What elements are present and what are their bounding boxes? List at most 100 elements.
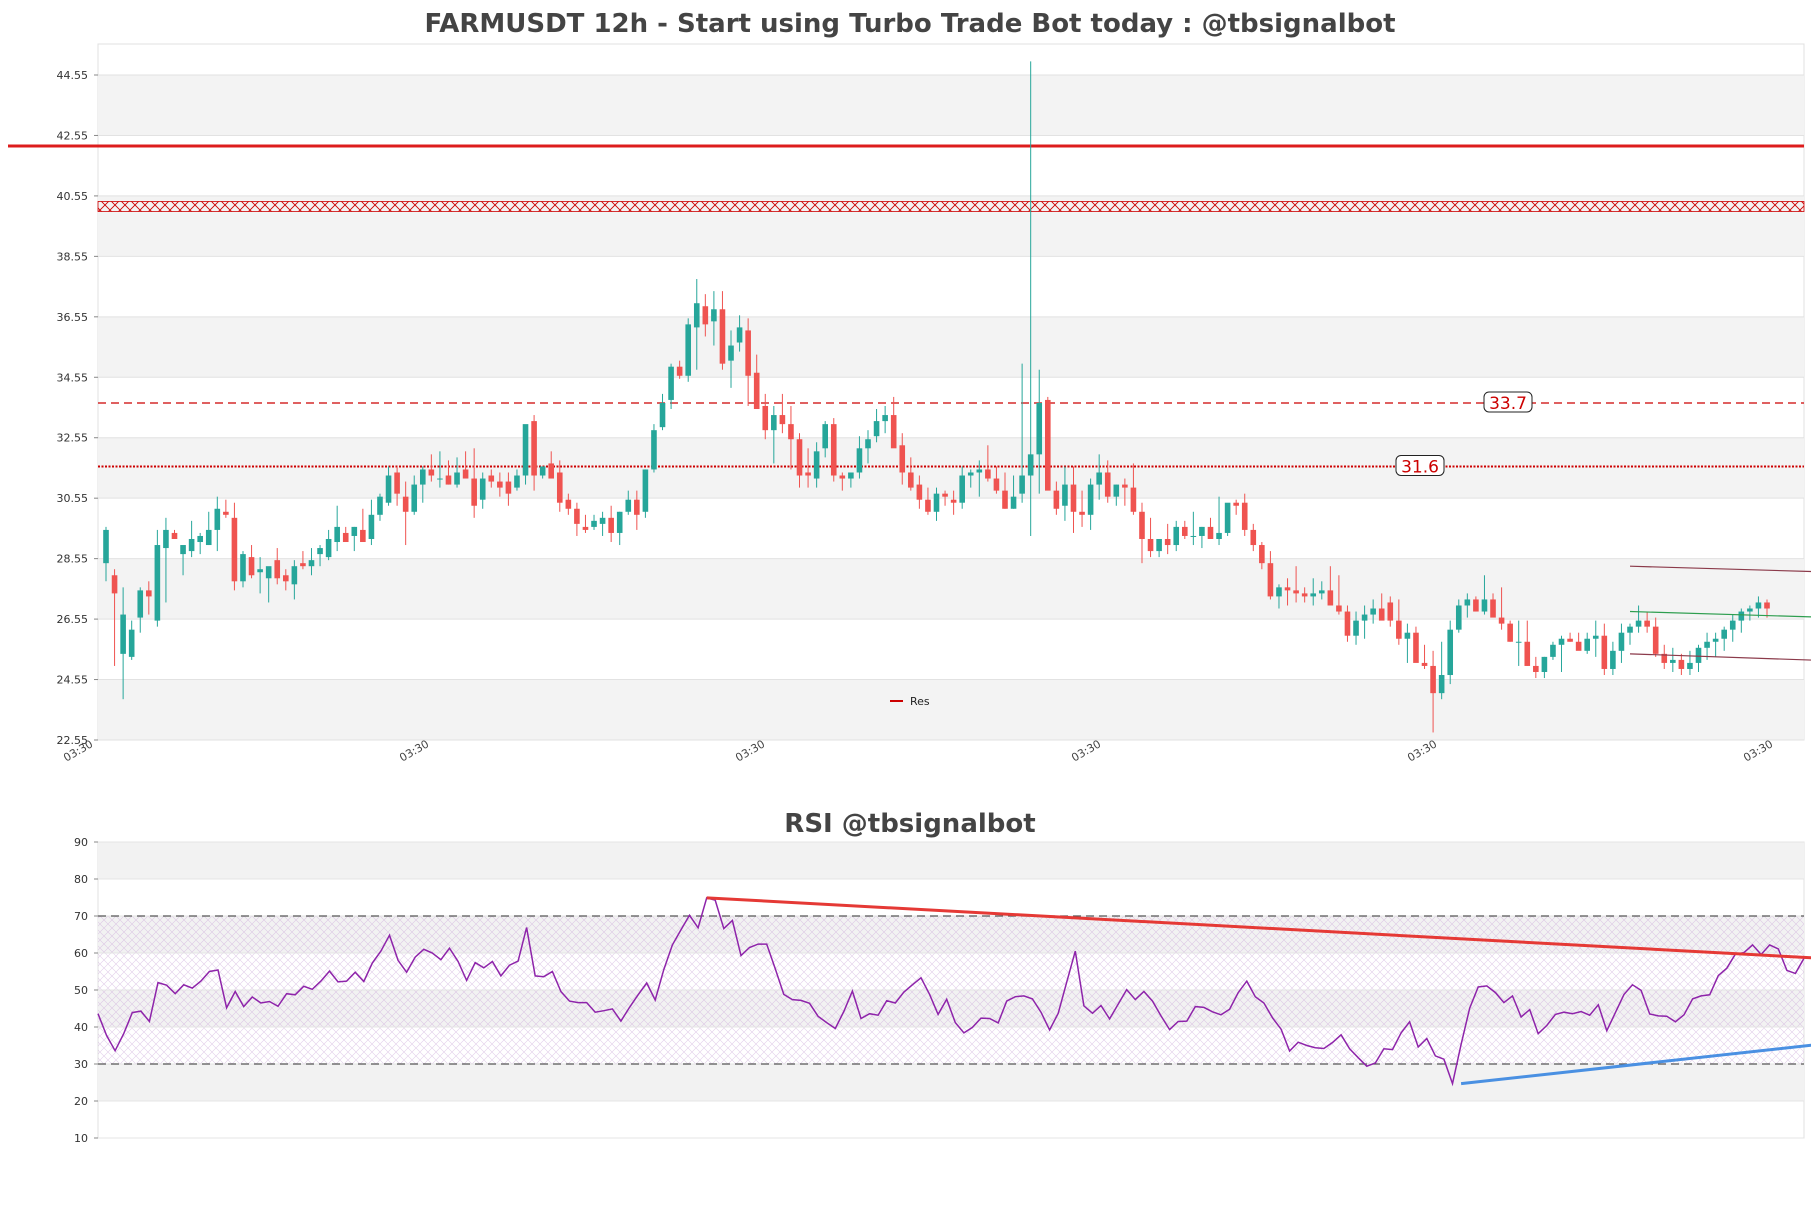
candle-down	[462, 469, 469, 479]
candle-up	[1036, 402, 1043, 455]
price-band	[98, 316, 1804, 378]
candle-down	[1147, 538, 1154, 552]
rsi-chart-title: RSI @tbsignalbot	[784, 809, 1035, 839]
main-chart-title: FARMUSDT 12h - Start using Turbo Trade B…	[424, 9, 1395, 39]
candle-up	[1695, 647, 1702, 663]
candle-up	[1276, 587, 1282, 597]
candle-up	[813, 451, 820, 479]
rsi-y-tick-label: 10	[74, 1132, 88, 1145]
rsi-y-tick-label: 90	[74, 836, 88, 849]
price-y-tick-label: 34.55	[57, 371, 89, 384]
candle-down	[1250, 529, 1257, 546]
candle-down	[762, 405, 769, 431]
candle-up	[1481, 599, 1488, 612]
candle-up	[1404, 632, 1411, 639]
rsi-trendline-resistance	[706, 896, 1811, 960]
candle-up	[1550, 644, 1556, 657]
candle-up	[197, 535, 203, 543]
candle-up	[959, 475, 965, 503]
candle-up	[668, 366, 674, 400]
candle-down	[830, 424, 837, 476]
candle-up	[1627, 626, 1633, 633]
candle-down	[1601, 635, 1608, 669]
candle-down	[556, 472, 563, 503]
candle-up	[1584, 638, 1591, 651]
candle-up	[1704, 641, 1710, 648]
candle-up	[1455, 605, 1462, 630]
candle-down	[702, 306, 709, 325]
candle-up	[1156, 538, 1162, 552]
candle-up	[1087, 484, 1094, 515]
price-y-tick-label: 38.55	[57, 250, 89, 263]
candle-up	[265, 566, 272, 579]
candle-up	[154, 545, 161, 621]
candle-up	[1464, 599, 1471, 606]
candle-down	[676, 366, 683, 376]
candle-up	[933, 493, 940, 512]
price-y-tick-label: 22.55	[57, 734, 89, 747]
candle-up	[1755, 602, 1762, 609]
candle-down	[1533, 665, 1539, 672]
candle-down	[1293, 590, 1299, 594]
candle-down	[1387, 602, 1394, 621]
candle-down	[1181, 526, 1188, 536]
candle-down	[1430, 665, 1436, 694]
candle-down	[445, 475, 452, 485]
price-plot-area	[97, 43, 1805, 741]
candle-up	[1370, 608, 1376, 615]
candle-down	[248, 557, 255, 576]
candle-down	[1644, 620, 1650, 627]
candle-down	[223, 511, 229, 515]
candle-up	[163, 529, 169, 549]
candle-up	[368, 514, 375, 539]
candle-up	[1019, 475, 1025, 494]
candle-down	[1301, 593, 1308, 597]
level-label-box	[1483, 391, 1533, 413]
candle-up	[1010, 496, 1017, 509]
candle-up	[1635, 620, 1642, 627]
rsi-y-tick-label: 50	[74, 984, 88, 997]
candle-up	[351, 526, 358, 536]
candle-up	[1515, 641, 1522, 643]
candle-up	[137, 590, 144, 618]
candle-down	[1259, 545, 1265, 564]
candle-down	[796, 439, 803, 476]
candle-down	[950, 499, 957, 503]
candle-up	[1712, 638, 1719, 642]
candle-up	[642, 469, 649, 512]
candle-up	[616, 511, 623, 533]
price-y-tick-label: 30.55	[57, 492, 89, 505]
price-y-tick-label: 28.55	[57, 553, 89, 566]
candle-down	[1053, 490, 1060, 509]
candle-up	[967, 472, 974, 476]
candle-down	[753, 372, 760, 410]
candle-up	[188, 538, 195, 552]
candle-up	[1361, 614, 1368, 621]
candle-up	[291, 566, 298, 585]
rsi-y-tick-label: 60	[74, 947, 88, 960]
rsi-trendlines	[706, 896, 1811, 1086]
candlesticks	[103, 61, 1770, 733]
price-band	[98, 437, 1804, 499]
candle-down	[779, 415, 786, 425]
candle-down	[745, 330, 751, 376]
candle-down	[574, 508, 580, 524]
candle-up	[1610, 650, 1616, 669]
candle-down	[1498, 617, 1505, 624]
rsi-y-tick-label: 40	[74, 1021, 88, 1034]
candle-up	[325, 538, 332, 558]
candle-up	[591, 520, 597, 527]
candle-up	[514, 475, 520, 488]
candle-up	[1216, 532, 1222, 539]
channel-line-upper	[1629, 565, 1811, 573]
candle-down	[993, 478, 1000, 491]
candle-down	[1267, 563, 1274, 597]
candle-up	[1541, 656, 1548, 672]
candle-down	[1378, 608, 1385, 621]
candle-down	[634, 499, 640, 515]
candle-down	[548, 463, 555, 479]
candle-down	[1396, 620, 1402, 639]
candle-up	[976, 469, 983, 473]
candle-down	[1139, 511, 1145, 539]
legend-res-label: Res	[910, 695, 930, 708]
